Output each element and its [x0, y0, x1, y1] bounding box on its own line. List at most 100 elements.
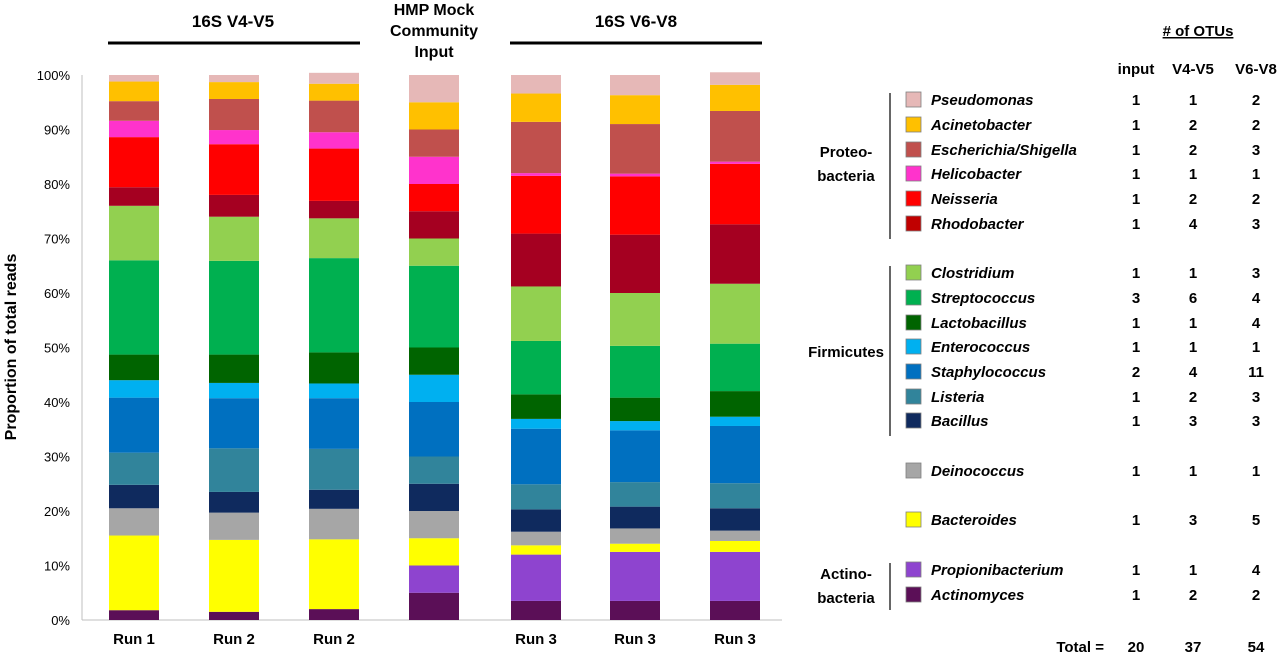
y-axis-label: Proportion of total reads	[3, 254, 20, 441]
bar-segment	[511, 93, 561, 122]
bar-segment	[209, 448, 259, 492]
otu-count: 1	[1132, 389, 1140, 406]
bar-segment	[710, 343, 760, 392]
otu-count: 1	[1189, 265, 1197, 282]
bar-segment	[209, 260, 259, 355]
legend-swatch	[905, 388, 922, 405]
otu-count: 3	[1252, 216, 1260, 233]
bar-segment	[109, 452, 159, 485]
bar-segment	[610, 397, 660, 422]
legend-swatch	[905, 190, 922, 207]
otu-count: 1	[1132, 463, 1140, 480]
bar-segment	[309, 132, 359, 149]
bar-segment	[610, 345, 660, 398]
bar-segment	[209, 75, 259, 83]
legend-taxon-name: Deinococcus	[931, 463, 1024, 480]
otu-count: 1	[1252, 463, 1260, 480]
otu-count: 2	[1189, 191, 1197, 208]
legend-taxon-name: Escherichia/Shigella	[931, 142, 1077, 159]
bar-segment	[309, 72, 359, 84]
bar-segment	[409, 347, 459, 375]
otu-count: 1	[1189, 166, 1197, 183]
group-title-hmp: Input	[414, 44, 454, 61]
y-tick-label: 80%	[44, 177, 70, 192]
legend-swatch	[905, 165, 922, 182]
otu-table-title: # of OTUs	[1163, 23, 1234, 40]
bar-segment	[109, 120, 159, 138]
bar-segment	[610, 430, 660, 483]
otu-count: 2	[1189, 389, 1197, 406]
bar-segment	[109, 610, 159, 620]
legend-taxon-name: Staphylococcus	[931, 364, 1046, 381]
y-tick-label: 40%	[44, 395, 70, 410]
otu-count: 11	[1248, 364, 1264, 381]
bar-segment	[209, 194, 259, 217]
bar-segment	[511, 75, 561, 94]
phylum-label: Actino-	[820, 566, 872, 583]
bar-segment	[109, 484, 159, 509]
otu-count: 1	[1132, 92, 1140, 109]
bar-segment	[710, 540, 760, 552]
legend-swatch	[905, 412, 922, 429]
bar-segment	[409, 538, 459, 566]
otu-count: 4	[1189, 364, 1198, 381]
bar-segment	[309, 383, 359, 399]
bar-segment	[309, 448, 359, 490]
bar-segment	[209, 539, 259, 612]
bar-segment	[610, 528, 660, 544]
bar-segment	[409, 129, 459, 157]
bar-segment	[409, 238, 459, 266]
legend-taxon-name: Listeria	[931, 389, 984, 406]
bar-segment	[209, 144, 259, 195]
legend-swatch	[905, 91, 922, 108]
bar-segment	[511, 121, 561, 174]
bar-segment	[209, 382, 259, 399]
legend-taxon-name: Rhodobacter	[931, 216, 1025, 233]
otu-count: 1	[1132, 265, 1140, 282]
y-tick-label: 90%	[44, 123, 70, 138]
bar-segment	[309, 508, 359, 540]
bar-segment	[109, 535, 159, 611]
otu-count: 1	[1189, 339, 1197, 356]
bar-segment	[610, 95, 660, 125]
bar-segment	[309, 489, 359, 509]
otu-count: 1	[1189, 463, 1197, 480]
legend-taxon-name: Bacillus	[931, 413, 989, 430]
otu-column-header: V6-V8	[1235, 61, 1277, 78]
otu-count: 2	[1189, 142, 1197, 159]
bar-segment	[511, 286, 561, 341]
bar-segment	[610, 75, 660, 96]
otu-count: 3	[1189, 413, 1197, 430]
bar-segment	[409, 402, 459, 457]
otu-count: 1	[1132, 562, 1140, 579]
bar-segment	[710, 416, 760, 426]
bar-segment	[610, 124, 660, 174]
phylum-label: Firmicutes	[808, 344, 884, 361]
bar-segment	[710, 508, 760, 531]
bar-segment	[409, 511, 459, 539]
legend-swatch	[905, 289, 922, 306]
bar-segment	[710, 391, 760, 417]
legend-taxon-name: Pseudomonas	[931, 92, 1034, 109]
y-tick-label: 100%	[37, 68, 71, 83]
bar-segment	[610, 543, 660, 552]
bar-segment	[309, 539, 359, 610]
group-title-v4v5: 16S V4-V5	[192, 12, 274, 31]
bar-segment	[409, 483, 459, 511]
otu-count: 4	[1252, 290, 1261, 307]
bar-segment	[511, 340, 561, 395]
x-tick-label: Run 1	[113, 631, 155, 648]
bar-segment	[511, 428, 561, 485]
bar-segment	[309, 100, 359, 133]
bar-segment	[209, 611, 259, 620]
bar-segment	[209, 98, 259, 131]
y-tick-label: 70%	[44, 232, 70, 247]
bar-segment	[710, 110, 760, 162]
bar-segment	[511, 418, 561, 429]
legend-taxon-name: Streptococcus	[931, 290, 1035, 307]
bar-segment	[309, 148, 359, 201]
bar-segment	[209, 130, 259, 145]
otu-count: 1	[1132, 587, 1140, 604]
y-tick-label: 20%	[44, 504, 70, 519]
bar-segment	[610, 234, 660, 293]
